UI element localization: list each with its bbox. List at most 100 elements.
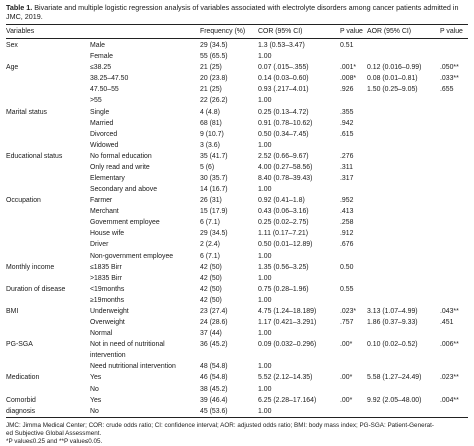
cell-cor: 0.91 (0.78–10.62)	[258, 119, 313, 127]
cell-variable: Age	[6, 64, 19, 72]
cell-frequency: 30 (35.7)	[200, 175, 228, 182]
cell-category: <19months	[90, 285, 125, 293]
cell-cor: 1.00	[258, 296, 272, 304]
cell-p-value-cor: 0.50	[340, 263, 354, 271]
cell-frequency: 39 (46.4)	[200, 396, 228, 404]
cell-frequency: 3 (3.6)	[200, 141, 220, 149]
cell-frequency: 46 (54.8)	[200, 374, 228, 382]
cell-cor: 1.11 (0.17–7.21)	[258, 230, 309, 238]
cell-frequency: 21 (25)	[200, 86, 222, 94]
cell-frequency: 42 (50)	[200, 285, 222, 293]
cell-frequency: 42 (50)	[200, 274, 222, 282]
cell-category: ≤38.25	[90, 64, 112, 72]
table-footnotes: JMC: Jimma Medical Center; COR: crude od…	[6, 422, 474, 446]
cell-cor: 4.75 (1.24–18.189)	[258, 307, 317, 315]
cell-variable: Comorbid	[6, 396, 36, 404]
cell-frequency: 6 (7.1)	[200, 219, 220, 227]
cell-category: >55	[90, 97, 102, 105]
cell-cor: 2.52 (0.66–9.67)	[258, 152, 309, 160]
header-frequency: Frequency (%)	[200, 28, 246, 35]
cell-aor: 0.10 (0.02–0.52)	[367, 341, 418, 349]
cell-frequency: 37 (44)	[200, 330, 222, 338]
cell-category: Secondary and above	[90, 186, 158, 193]
cell-aor: 3.13 (1.07–4.99)	[367, 307, 418, 315]
cell-variable: Marital status	[6, 108, 47, 116]
cell-frequency: 26 (31)	[200, 197, 222, 205]
cell-category: Driver	[90, 241, 109, 249]
cell-p-value-cor: .952	[340, 197, 354, 205]
header-p-value-aor: P value	[440, 28, 463, 35]
cell-p-value-cor: 0.55	[340, 285, 354, 293]
cell-p-value-cor: .008*	[340, 75, 357, 83]
cell-category: Need nutritional intervention	[90, 363, 176, 371]
cell-cor: 1.00	[258, 363, 272, 371]
cell-category: 47.50–55	[90, 86, 119, 94]
cell-p-value-aor: .451	[440, 319, 454, 326]
cell-cor: 0.75 (0.28–1.96)	[258, 285, 309, 293]
cell-category: Government employee	[90, 219, 160, 227]
cell-aor: 1.50 (0.25–9.05)	[367, 86, 418, 94]
cell-frequency: 21 (25)	[200, 64, 222, 72]
cell-variable: PG-SGA	[6, 341, 33, 349]
cell-p-value-aor: .004**	[440, 396, 459, 404]
cell-p-value-cor: .912	[340, 230, 354, 238]
cell-p-value-cor: .355	[340, 108, 354, 116]
cell-cor: 1.3 (0.53–3.47)	[258, 42, 305, 49]
cell-category: Only read and write	[90, 163, 150, 171]
cell-cor: 0.50 (0.34–7.45)	[258, 130, 309, 138]
cell-cor: 1.00	[258, 186, 272, 193]
cell-p-value-cor: .317	[340, 175, 354, 182]
cell-cor: 4.00 (0.27–58.56)	[258, 163, 313, 171]
cell-cor: 0.93 (.217–4.01)	[258, 86, 309, 94]
table-label: Table 1.	[6, 3, 33, 12]
cell-variable: Educational status	[6, 152, 63, 160]
cell-aor: 1.86 (0.37–9.33)	[367, 319, 418, 326]
cell-frequency: 36 (45.2)	[200, 341, 228, 349]
cell-p-value-cor: .00*	[340, 374, 353, 382]
cell-category: >1835 Birr	[90, 274, 122, 282]
cell-category: Single	[90, 108, 110, 116]
cell-p-value-cor: .311	[340, 163, 353, 171]
cell-p-value-cor: .926	[340, 86, 354, 94]
footnote-line: JMC: Jimma Medical Center; COR: crude od…	[6, 422, 435, 429]
cell-p-value-cor: .276	[340, 152, 354, 160]
cell-p-value-cor: .00*	[340, 341, 353, 349]
cell-variable: Medication	[6, 374, 40, 382]
cell-p-value-cor: .942	[340, 119, 354, 127]
cell-cor: 0.25 (0.13–4.72)	[258, 108, 309, 116]
cell-frequency: 42 (50)	[200, 263, 222, 271]
cell-cor: 0.07 (.015–.355)	[258, 64, 309, 72]
cell-frequency: 4 (4.8)	[200, 108, 220, 116]
cell-aor: 0.12 (0.016–0.99)	[367, 64, 422, 72]
cell-p-value-aor: .043**	[440, 307, 459, 315]
cell-frequency: 55 (65.5)	[200, 53, 228, 61]
top-rule	[6, 24, 468, 25]
footnote-line: *P value≤0.25 and **P value≤0.05.	[6, 438, 103, 445]
cell-cor: 1.00	[258, 97, 272, 105]
header-cor: COR (95% CI)	[258, 28, 303, 35]
cell-frequency: 24 (28.6)	[200, 319, 228, 326]
cell-cor: 0.09 (0.032–0.296)	[258, 341, 317, 349]
header-p-value-cor: P value	[340, 28, 363, 35]
cell-category: Yes	[90, 396, 102, 404]
cell-cor: 5.52 (2.12–14.35)	[258, 374, 313, 382]
cell-cor: 1.00	[258, 53, 272, 61]
cell-variable: Occupation	[6, 197, 41, 205]
cell-category: No	[90, 385, 99, 393]
cell-cor: 0.92 (0.41–1.8)	[258, 197, 305, 205]
footnote-line: ed Subjective Global Assessment.	[6, 430, 102, 437]
cell-variable: diagnosis	[6, 407, 36, 415]
cell-category: Male	[90, 42, 105, 49]
cell-cor: 8.40 (0.78–39.43)	[258, 175, 313, 182]
cell-cor: 1.00	[258, 330, 272, 338]
cell-cor: 1.00	[258, 274, 272, 282]
cell-p-value-aor: .006**	[440, 341, 459, 349]
cell-frequency: 29 (34.5)	[200, 230, 228, 238]
cell-variable: Sex	[6, 42, 18, 49]
cell-category: Not in need of nutritional	[90, 341, 165, 349]
cell-p-value-cor: .001*	[340, 64, 357, 72]
cell-category: Yes	[90, 374, 102, 382]
cell-p-value-cor: .757	[340, 319, 354, 326]
table-title: Bivariate and multiple logistic regressi…	[6, 3, 459, 21]
cell-p-value-cor: 0.51	[340, 42, 354, 49]
